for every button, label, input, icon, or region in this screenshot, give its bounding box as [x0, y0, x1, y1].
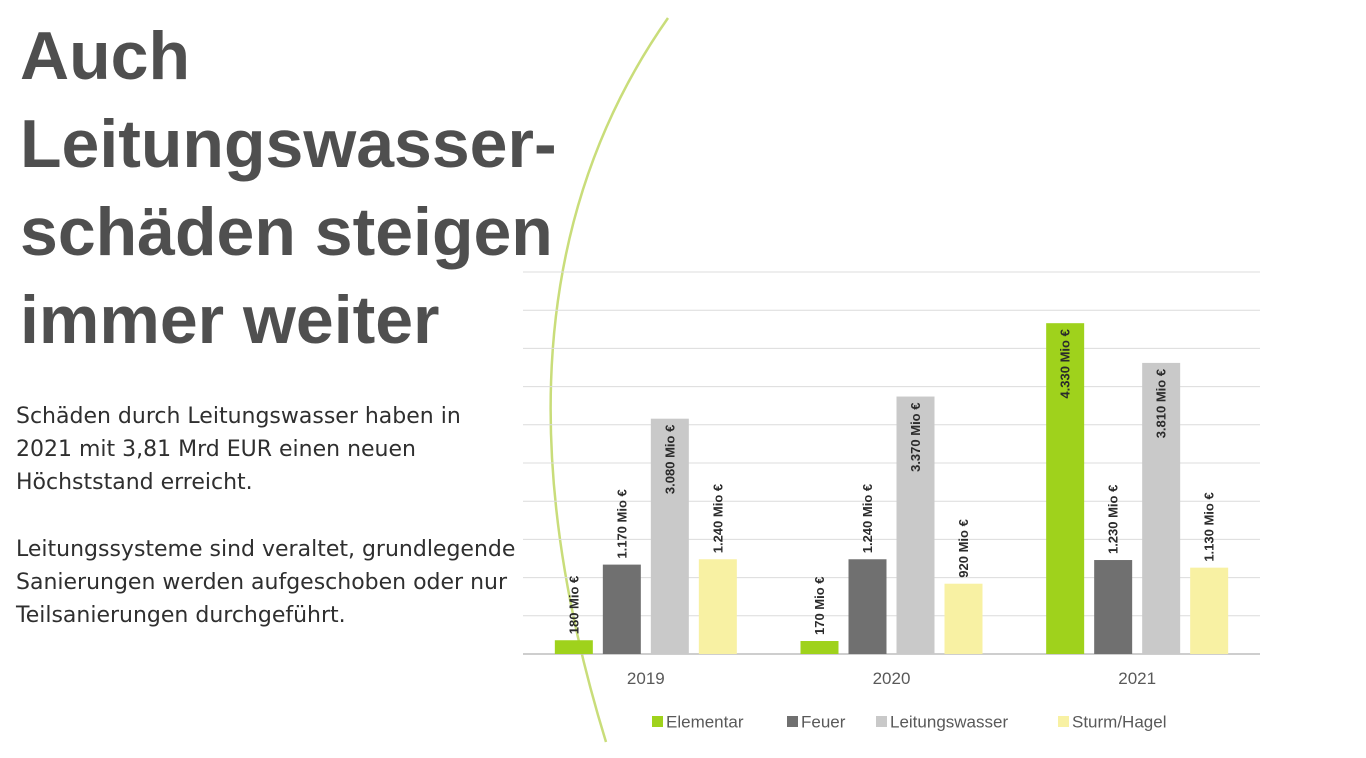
category-label: 2020	[873, 669, 911, 688]
data-label: 1.130 Mio €	[1202, 492, 1217, 561]
data-label: 4.330 Mio €	[1058, 329, 1073, 398]
slide-title-line: Auch	[20, 18, 190, 94]
data-label: 3.370 Mio €	[908, 403, 923, 472]
legend-label: Leitungswasser	[890, 713, 1008, 732]
bar	[944, 583, 983, 654]
data-label: 1.240 Mio €	[860, 484, 875, 553]
bar	[602, 564, 641, 654]
data-label: 1.240 Mio €	[710, 484, 725, 553]
data-label: 1.170 Mio €	[614, 489, 629, 558]
bar	[554, 640, 593, 654]
data-label: 170 Mio €	[812, 576, 827, 635]
data-label: 3.080 Mio €	[662, 425, 677, 494]
bar	[896, 396, 935, 654]
legend-swatch	[876, 716, 887, 727]
bar	[698, 559, 737, 654]
legend-label: Feuer	[801, 713, 846, 732]
data-label: 3.810 Mio €	[1154, 369, 1169, 438]
decorative-arc-curve	[549, 17, 670, 743]
cause-paragraph: Leitungssysteme sind veraltet, grundlege…	[16, 537, 516, 628]
bar	[650, 418, 689, 654]
category-label: 2021	[1118, 669, 1156, 688]
legend-swatch	[652, 716, 663, 727]
bar	[1046, 323, 1085, 654]
legend-label: Sturm/Hagel	[1072, 713, 1166, 732]
bar	[1142, 362, 1181, 654]
legend-swatch	[787, 716, 798, 727]
data-label: 1.230 Mio €	[1106, 485, 1121, 554]
bar	[1094, 560, 1133, 654]
bar	[848, 559, 887, 654]
slide-title: Auch Leitungswasser- schäden steigen imm…	[20, 12, 557, 364]
legend-label: Elementar	[666, 713, 744, 732]
legend-swatch	[1058, 716, 1069, 727]
bar	[1190, 567, 1229, 654]
data-label: 180 Mio €	[566, 576, 581, 635]
bar	[800, 641, 839, 654]
slide-title-line: immer weiter	[20, 282, 440, 358]
category-label: 2019	[627, 669, 665, 688]
slide-title-line: Leitungswasser-	[20, 106, 557, 182]
data-label: 920 Mio €	[956, 519, 971, 578]
slide-title-line: schäden steigen	[20, 194, 553, 270]
intro-paragraph: Schäden durch Leitungswasser haben in 20…	[16, 404, 461, 495]
